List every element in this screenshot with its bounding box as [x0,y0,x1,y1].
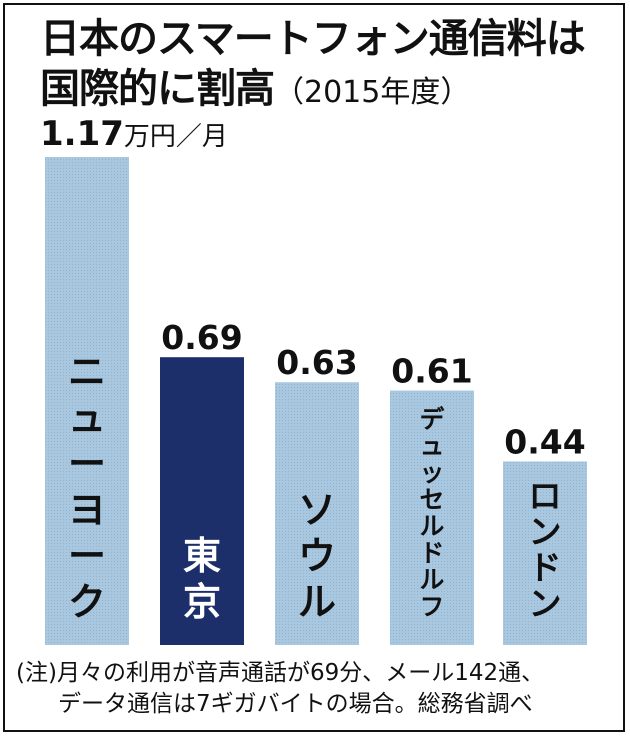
value-label-4: 0.44 [504,422,585,461]
footnote: (注)月々の利用が音声通話が69分、メール142通、 データ通信は7ギガバイトの… [16,658,544,720]
value-label-3: 0.61 [391,352,472,391]
bar-4 [503,461,587,645]
title-line-1: 日本のスマートフォン通信料は [40,16,586,62]
bar-1 [160,357,244,645]
unit-label: 1.17万円／月 [40,112,228,159]
footnote-line-2: データ通信は7ギガバイトの場合。総務省調べ [58,691,533,717]
category-label-1: 東京 [183,534,221,624]
bar-0 [45,157,129,645]
value-label-2: 0.63 [276,343,357,382]
first-value-label: 1.17 [40,114,124,154]
category-label-0: ニューヨーク [68,350,106,624]
title-main: 国際的に割高 [40,66,275,112]
category-label-2: ソウル [298,488,336,624]
value-label-1: 0.69 [161,318,242,357]
title-year: （2015年度） [274,75,471,110]
bar-3 [390,390,474,645]
title-line-2: 国際的に割高（2015年度） [40,64,585,118]
category-label-4: ロンドン [529,476,562,623]
chart-title: 日本のスマートフォン通信料は 国際的に割高（2015年度） [40,14,586,118]
unit-text: 万円／月 [123,122,228,152]
footnote-line-1: (注)月々の利用が音声通話が69分、メール142通、 [16,660,545,686]
category-label-3: デュッセルドルフ [420,404,445,621]
bar-2 [275,382,359,645]
